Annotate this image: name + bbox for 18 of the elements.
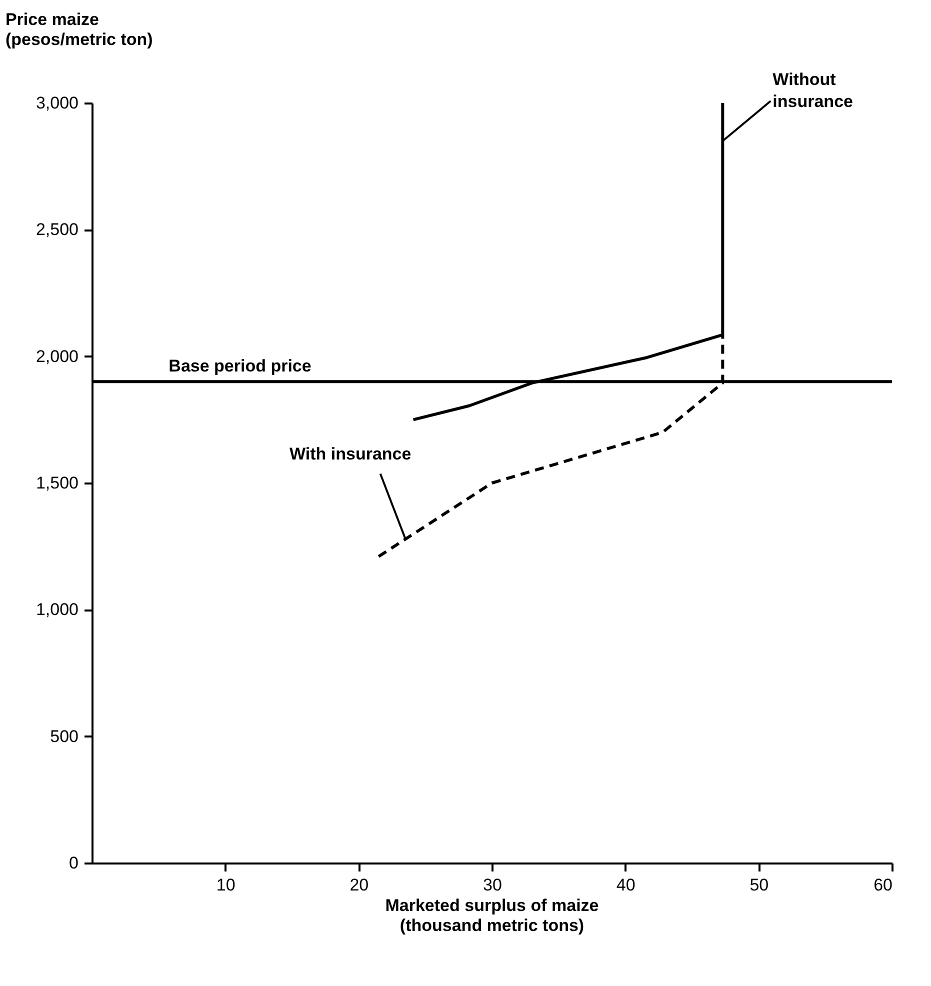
y-tick-label: 1,000 [36, 600, 78, 620]
x-axis-title: Marketed surplus of maize (thousand metric tons) [385, 896, 599, 935]
y-axis-title: Price maize (pesos/metric ton) [5, 10, 153, 49]
x-tick-label: 50 [750, 876, 769, 894]
y-tick-label: 500 [50, 726, 78, 746]
x-tick-label: 10 [216, 876, 236, 894]
x-tick-label: 30 [483, 876, 502, 894]
annotation: With insurance [289, 444, 412, 464]
ref-line-label: Base period price [168, 356, 312, 376]
y-tick-label: 0 [69, 854, 78, 872]
y-tick-label: 2,500 [36, 220, 78, 240]
x-tick-label: 40 [616, 876, 636, 894]
y-tick-label: 1,500 [36, 474, 78, 492]
x-tick-label: 20 [350, 876, 369, 894]
y-tick-label: 2,000 [36, 346, 78, 366]
y-tick-label: 3,000 [36, 94, 78, 112]
annotation: Without insurance [772, 70, 853, 111]
x-tick-label: 60 [874, 876, 892, 894]
